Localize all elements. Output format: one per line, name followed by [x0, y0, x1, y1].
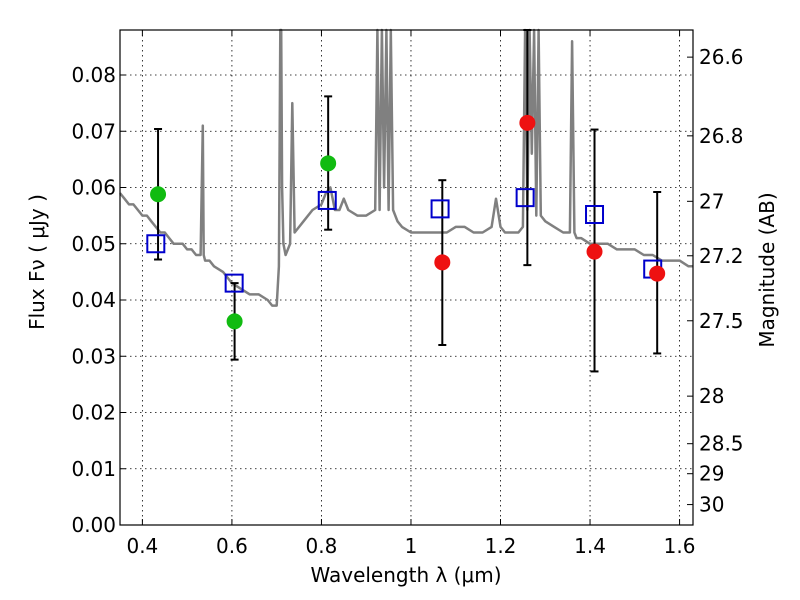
y2-tick-label: 27.5	[699, 309, 744, 333]
y2-tick-label: 28.5	[699, 432, 744, 456]
y-tick-label: 0.04	[71, 288, 116, 312]
x-tick-label: 1.2	[485, 534, 517, 558]
y-ticks: 0.00 0.01 0.02 0.03 0.04 0.05 0.06 0.07 0.08	[71, 63, 126, 537]
y2-tick-label: 30	[699, 493, 724, 517]
observed_low_sn-point	[649, 265, 666, 282]
observed_detected-point	[320, 155, 337, 172]
y2-tick-label: 26.6	[699, 45, 744, 69]
y-tick-label: 0.02	[71, 401, 116, 425]
x-tick-label: 0.6	[216, 534, 248, 558]
observed_detected-point	[150, 186, 167, 203]
x-axis-title: Wavelength λ (μm)	[310, 563, 501, 587]
x-tick-label: 1.4	[574, 534, 606, 558]
x-tick-label: 0.4	[126, 534, 158, 558]
x-tick-label: 0.8	[306, 534, 338, 558]
y-tick-label: 0.00	[71, 513, 116, 537]
y2-ticks: 26.6 26.8 27 27.2 27.5 28 28.5 29 30	[687, 45, 744, 517]
model-photometry-square	[430, 199, 450, 219]
plot-frame	[119, 29, 694, 526]
y-tick-label: 0.03	[71, 344, 116, 368]
y-tick-label: 0.06	[71, 176, 116, 200]
observed_low_sn-point	[586, 243, 603, 260]
x-tick-label: 1.6	[664, 534, 696, 558]
y2-axis-title: Magnitude (AB)	[755, 192, 779, 347]
y-axis-title: Flux Fν ( μJy )	[25, 194, 49, 330]
y-tick-label: 0.05	[71, 232, 116, 256]
y-tick-label: 0.08	[71, 63, 116, 87]
model-photometry-square	[515, 188, 535, 208]
y2-tick-label: 28	[699, 384, 724, 408]
x-ticks: 0.4 0.6 0.8 1 1.2 1.4 1.6	[126, 30, 695, 558]
y2-tick-label: 26.8	[699, 124, 744, 148]
model-photometry-square	[146, 234, 166, 254]
observed_low_sn-point	[519, 114, 536, 131]
observed_detected-point	[226, 313, 243, 330]
x-tick-label: 1	[405, 534, 418, 558]
y-tick-label: 0.01	[71, 457, 116, 481]
marker-layer	[146, 114, 666, 330]
model-photometry-square	[224, 273, 244, 293]
observed_low_sn-point	[434, 254, 451, 271]
y2-tick-label: 27	[699, 189, 724, 213]
model-photometry-square	[317, 190, 337, 210]
y-tick-label: 0.07	[71, 119, 116, 143]
y2-tick-label: 29	[699, 462, 724, 486]
model-photometry-square	[585, 205, 605, 224]
y2-tick-label: 27.2	[699, 244, 744, 268]
